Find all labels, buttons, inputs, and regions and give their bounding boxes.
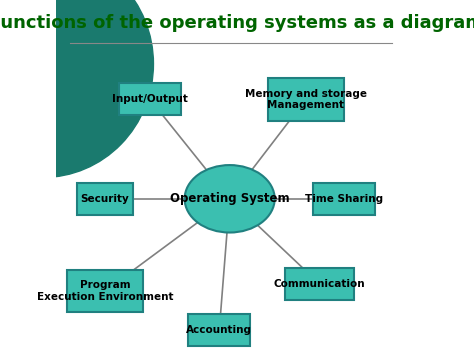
- Text: Accounting: Accounting: [186, 325, 252, 335]
- FancyBboxPatch shape: [119, 83, 181, 115]
- Ellipse shape: [185, 165, 274, 233]
- FancyBboxPatch shape: [188, 314, 250, 346]
- FancyBboxPatch shape: [313, 183, 375, 215]
- Text: Communication: Communication: [274, 279, 365, 289]
- Circle shape: [0, 0, 154, 178]
- FancyBboxPatch shape: [268, 78, 344, 121]
- Text: Program
Execution Environment: Program Execution Environment: [36, 280, 173, 302]
- Text: Security: Security: [81, 194, 129, 204]
- FancyBboxPatch shape: [67, 270, 143, 312]
- Text: Memory and storage
Management: Memory and storage Management: [245, 89, 367, 110]
- FancyBboxPatch shape: [77, 183, 133, 215]
- Text: Time Sharing: Time Sharing: [305, 194, 383, 204]
- Text: Functions of the operating systems as a diagram: Functions of the operating systems as a …: [0, 14, 474, 32]
- FancyBboxPatch shape: [285, 268, 355, 300]
- Text: Input/Output: Input/Output: [112, 94, 188, 104]
- Text: Operating System: Operating System: [170, 192, 290, 205]
